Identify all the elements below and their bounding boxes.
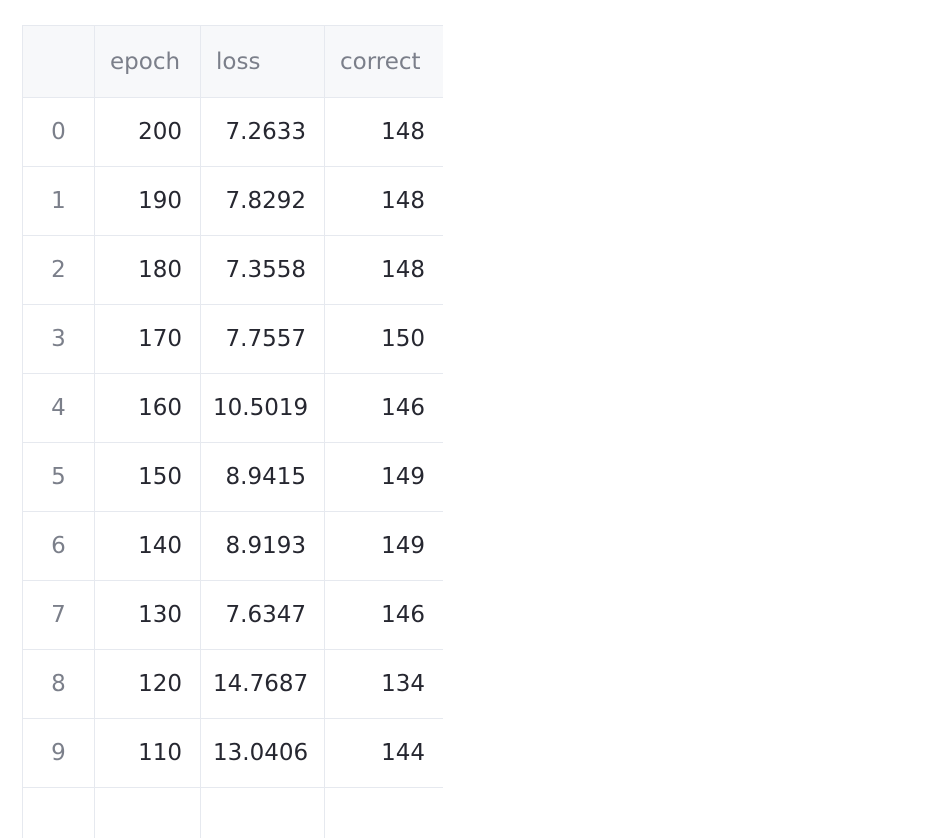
row-index: 6 [22,511,95,581]
cell-epoch[interactable]: 170 [94,304,201,374]
cell-epoch[interactable]: 150 [94,442,201,512]
row-index: 0 [22,97,95,167]
table-row[interactable]: 4 160 10.5019 146 [22,373,443,443]
column-header-loss[interactable]: loss [200,25,325,98]
cell-epoch [94,787,201,838]
cell-loss[interactable]: 13.0406 [200,718,325,788]
cell-epoch[interactable]: 160 [94,373,201,443]
row-index [22,787,95,838]
table-row[interactable]: 3 170 7.7557 150 [22,304,443,374]
cell-epoch[interactable]: 200 [94,97,201,167]
cell-loss [200,787,325,838]
row-index: 1 [22,166,95,236]
cell-correct[interactable]: 148 [324,166,443,236]
row-index: 5 [22,442,95,512]
cell-correct[interactable]: 146 [324,580,443,650]
table-row[interactable]: 6 140 8.9193 149 [22,511,443,581]
cell-epoch[interactable]: 120 [94,649,201,719]
partial-row [22,787,443,838]
row-index: 8 [22,649,95,719]
dataframe-viewer[interactable]: epoch loss correct 0 200 7.2633 148 1 19… [22,25,443,838]
cell-epoch[interactable]: 140 [94,511,201,581]
cell-loss[interactable]: 7.2633 [200,97,325,167]
cell-correct[interactable]: 146 [324,373,443,443]
data-table: epoch loss correct 0 200 7.2633 148 1 19… [22,25,443,838]
cell-epoch[interactable]: 180 [94,235,201,305]
table-row[interactable]: 1 190 7.8292 148 [22,166,443,236]
cell-loss[interactable]: 14.7687 [200,649,325,719]
cell-loss[interactable]: 10.5019 [200,373,325,443]
cell-correct[interactable]: 148 [324,97,443,167]
table-row[interactable]: 8 120 14.7687 134 [22,649,443,719]
row-index: 7 [22,580,95,650]
cell-correct[interactable]: 148 [324,235,443,305]
row-index: 9 [22,718,95,788]
cell-correct [324,787,443,838]
row-index: 3 [22,304,95,374]
cell-loss[interactable]: 8.9415 [200,442,325,512]
row-index: 2 [22,235,95,305]
cell-loss[interactable]: 8.9193 [200,511,325,581]
cell-epoch[interactable]: 130 [94,580,201,650]
cell-correct[interactable]: 149 [324,442,443,512]
cell-loss[interactable]: 7.8292 [200,166,325,236]
row-index: 4 [22,373,95,443]
table-row[interactable]: 5 150 8.9415 149 [22,442,443,512]
table-row[interactable]: 9 110 13.0406 144 [22,718,443,788]
cell-loss[interactable]: 7.3558 [200,235,325,305]
cell-loss[interactable]: 7.7557 [200,304,325,374]
header-row: epoch loss correct [22,25,443,98]
column-header-epoch[interactable]: epoch [94,25,201,98]
cell-epoch[interactable]: 190 [94,166,201,236]
cell-correct[interactable]: 150 [324,304,443,374]
table-row[interactable]: 2 180 7.3558 148 [22,235,443,305]
table-row[interactable]: 0 200 7.2633 148 [22,97,443,167]
index-column-header [22,25,95,98]
cell-loss[interactable]: 7.6347 [200,580,325,650]
cell-correct[interactable]: 144 [324,718,443,788]
cell-correct[interactable]: 134 [324,649,443,719]
table-row[interactable]: 7 130 7.6347 146 [22,580,443,650]
column-header-correct[interactable]: correct [324,25,443,98]
cell-epoch[interactable]: 110 [94,718,201,788]
cell-correct[interactable]: 149 [324,511,443,581]
